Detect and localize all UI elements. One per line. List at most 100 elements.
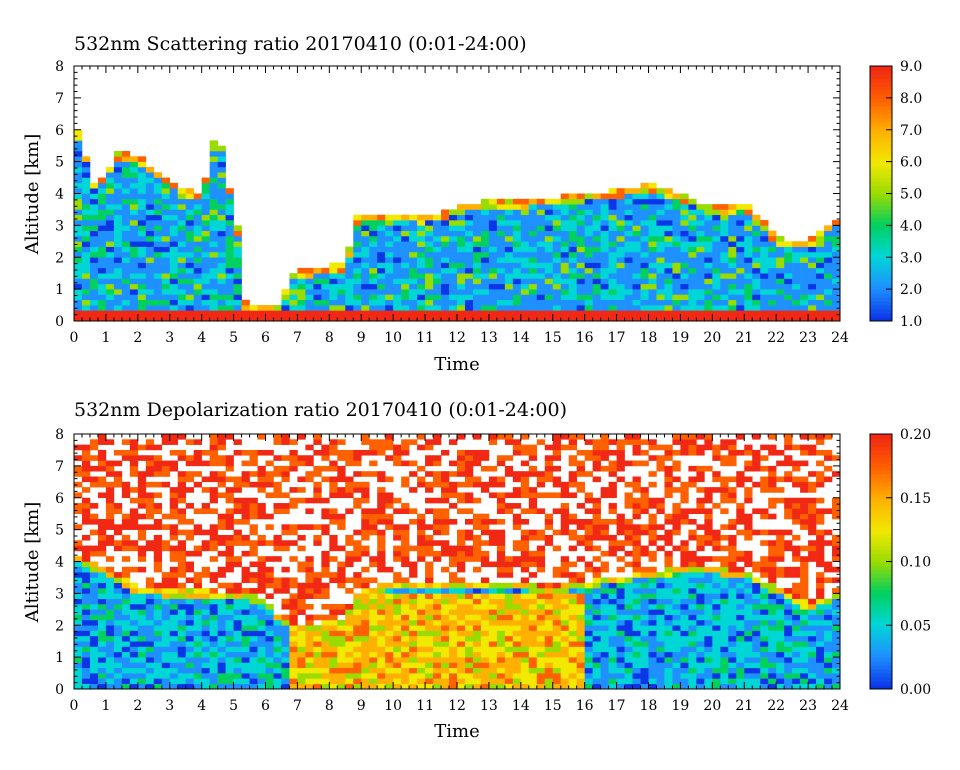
heatmap-cell [433, 625, 442, 631]
heatmap-cell [177, 609, 187, 615]
heatmap-cell [74, 481, 83, 488]
heatmap-cell [337, 577, 346, 584]
heatmap-cell [449, 251, 458, 258]
heatmap-cell [401, 540, 410, 546]
heatmap-cell [153, 641, 163, 647]
heatmap-cell [640, 278, 649, 285]
heatmap-cell [584, 609, 593, 615]
heatmap-cell [472, 236, 482, 242]
heatmap-cell [297, 497, 306, 504]
heatmap-cell [233, 646, 242, 653]
heatmap-cell [377, 678, 386, 684]
heatmap-cell [409, 267, 418, 274]
heatmap-cell [233, 241, 242, 247]
heatmap-cell [249, 662, 258, 669]
heatmap-cell [576, 257, 585, 263]
heatmap-cell [417, 673, 426, 679]
heatmap-cell [696, 289, 705, 295]
heatmap-cell [576, 230, 585, 237]
heatmap-cell [401, 460, 410, 467]
x-tick-label: 2 [133, 330, 142, 346]
heatmap-cell [361, 619, 370, 626]
heatmap-cell [353, 455, 362, 461]
colorbar-band [870, 253, 892, 258]
heatmap-cell [169, 497, 179, 504]
heatmap-cell [105, 572, 115, 578]
heatmap-cell [74, 161, 83, 168]
heatmap-cell [281, 545, 290, 552]
heatmap-cell [377, 236, 386, 242]
heatmap-cell [752, 246, 761, 253]
heatmap-cell [217, 230, 226, 237]
heatmap-cell [217, 582, 226, 589]
heatmap-cell [169, 198, 179, 205]
heatmap-cell [377, 667, 386, 674]
heatmap-cell [417, 651, 426, 658]
heatmap-cell [656, 305, 665, 311]
heatmap-cell [632, 566, 641, 573]
heatmap-cell [97, 198, 107, 205]
heatmap-cell [600, 609, 609, 615]
heatmap-cell [632, 577, 641, 584]
heatmap-cell [153, 241, 163, 247]
heatmap-cell [576, 487, 585, 493]
heatmap-cell [321, 619, 330, 626]
heatmap-cell [265, 524, 274, 530]
heatmap-cell [105, 673, 115, 679]
heatmap-cell [249, 471, 258, 477]
heatmap-cell [632, 273, 641, 279]
heatmap-cell [552, 545, 562, 552]
heatmap-cell [113, 582, 123, 589]
heatmap-cell [464, 220, 474, 226]
heatmap-cell [417, 657, 426, 663]
heatmap-cell [584, 641, 593, 647]
heatmap-cell [457, 267, 466, 274]
heatmap-cell [185, 214, 194, 221]
heatmap-cell [624, 294, 633, 301]
heatmap-cell [417, 289, 426, 295]
heatmap-cell [704, 236, 713, 242]
heatmap-cell [624, 604, 633, 610]
heatmap-cell [233, 556, 242, 562]
heatmap-cell [305, 278, 314, 285]
heatmap-cell [265, 305, 274, 311]
heatmap-cell [305, 619, 314, 626]
heatmap-cell [584, 209, 593, 216]
heatmap-cell [616, 513, 625, 520]
heatmap-cell [105, 487, 115, 493]
heatmap-cell [712, 289, 721, 295]
heatmap-cell [488, 434, 498, 440]
heatmap-cell [433, 257, 442, 263]
heatmap-cell [536, 550, 546, 557]
heatmap-cell [225, 236, 234, 242]
heatmap-cell [193, 204, 202, 210]
heatmap-cell [74, 471, 83, 477]
heatmap-cell [193, 449, 202, 456]
heatmap-cell [433, 598, 442, 605]
heatmap-cell [153, 225, 163, 231]
heatmap-cell [592, 667, 601, 674]
heatmap-cell [265, 635, 274, 642]
heatmap-cell [792, 289, 801, 295]
heatmap-cell [249, 561, 258, 568]
heatmap-cell [377, 513, 386, 520]
heatmap-cell [129, 519, 139, 525]
heatmap-cell [704, 241, 713, 247]
heatmap-cell [121, 540, 131, 546]
heatmap-cell [600, 630, 609, 637]
heatmap-cell [496, 625, 506, 631]
heatmap-cell [608, 550, 617, 557]
heatmap-cell [624, 598, 633, 605]
heatmap-cell [496, 657, 506, 663]
heatmap-cell [265, 673, 274, 679]
heatmap-cell [369, 460, 378, 467]
heatmap-cell [441, 625, 450, 631]
heatmap-cell [273, 471, 282, 477]
heatmap-cell [616, 598, 625, 605]
heatmap-cell [592, 289, 601, 295]
heatmap-cell [808, 273, 817, 279]
heatmap-cell [712, 241, 721, 247]
heatmap-cell [648, 625, 657, 631]
heatmap-cell [648, 529, 657, 536]
heatmap-cell [145, 641, 155, 647]
